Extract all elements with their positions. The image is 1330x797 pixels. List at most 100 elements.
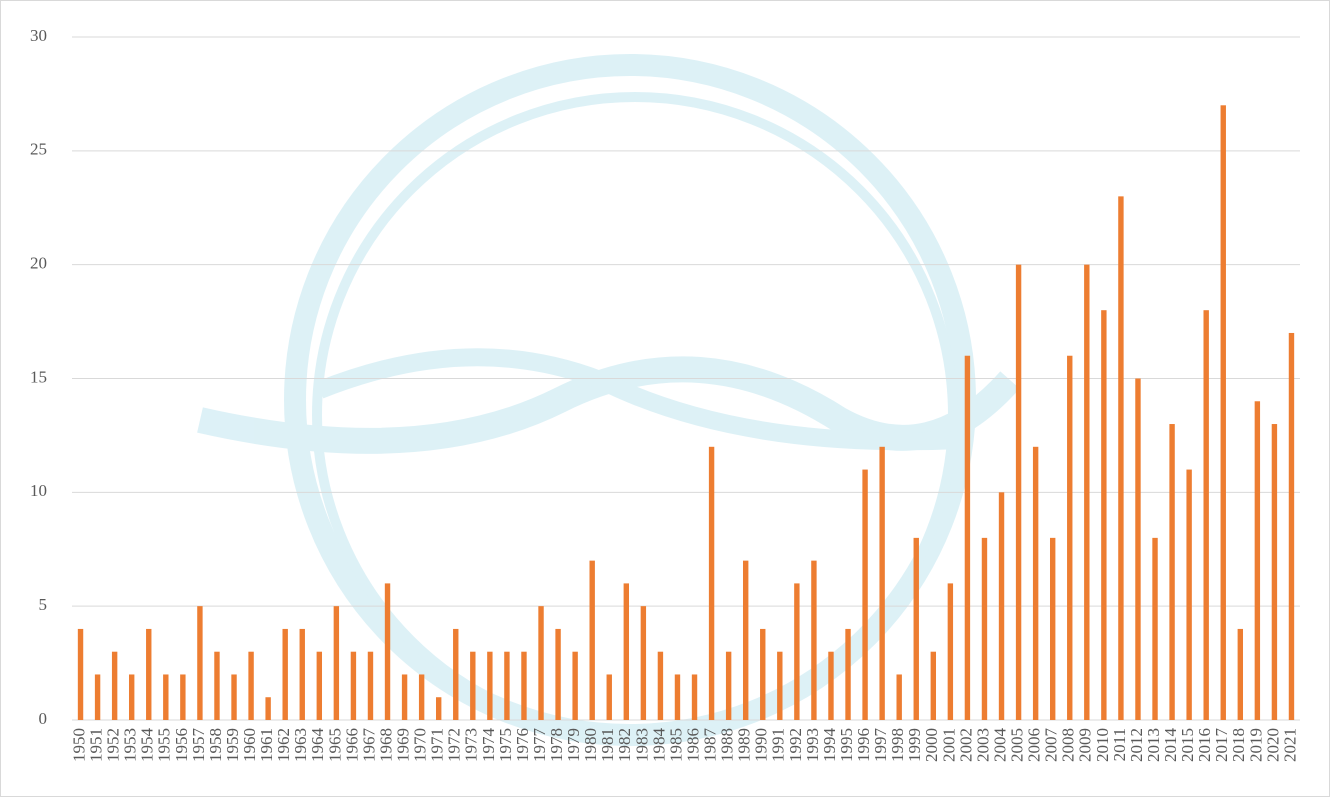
bar [930,651,937,720]
bar [1220,105,1226,721]
bar [708,446,715,720]
x-tick-label: 1962 [274,728,293,762]
bar [367,651,374,720]
bar [418,674,425,720]
x-tick-label: 2005 [1007,728,1026,762]
x-tick-label: 1985 [666,728,685,762]
x-tick-label: 1994 [820,728,839,763]
bar [197,606,203,720]
x-tick-label: 1965 [325,728,344,762]
x-tick-label: 2001 [939,728,958,762]
x-tick-label: 1976 [513,728,532,762]
bar [828,651,834,720]
x-tick-label: 1982 [615,728,634,762]
x-tick-label: 1957 [189,728,208,763]
bar [845,628,851,720]
bar [470,651,476,720]
bar [794,583,800,720]
y-tick-label: 20 [30,254,47,273]
x-tick-label: 1983 [632,728,651,762]
bar [128,674,135,720]
bar [1237,628,1244,720]
x-tick-label: 1974 [479,728,498,763]
x-tick-label: 1986 [683,728,702,762]
bar [77,628,84,720]
bar [572,651,578,720]
x-tick-label: 1967 [359,728,378,763]
bar [333,606,340,720]
y-tick-label: 30 [30,26,47,45]
bar [998,492,1005,720]
x-tick-label: 1964 [308,728,327,763]
x-tick-label: 2009 [1076,728,1095,762]
x-tick-label: 1950 [69,728,88,762]
bar [725,651,732,720]
x-tick-label: 1952 [104,728,123,762]
x-tick-label: 2012 [1127,728,1146,762]
x-tick-label: 1978 [547,728,566,762]
x-tick-label: 1971 [428,728,447,762]
bar [981,537,988,720]
bar [1084,264,1090,720]
bar [214,651,220,720]
bar [674,674,681,720]
bar [742,560,749,720]
bar [384,583,391,720]
bar [231,674,237,720]
bar [589,560,595,720]
x-tick-label: 1990 [752,728,771,762]
x-tick-label: 1996 [854,728,873,762]
x-tick-label: 2000 [922,728,941,762]
bar [435,697,442,720]
bar [1015,264,1022,720]
y-tick-label: 0 [39,709,48,728]
bar [350,651,357,720]
x-tick-label: 1972 [445,728,464,762]
bar [538,606,544,720]
bar [947,583,954,720]
bar [1203,310,1209,720]
bar [521,651,527,720]
x-tick-label: 1956 [172,728,191,762]
x-tick-label: 1958 [206,728,225,762]
bar [1186,469,1192,720]
bar [1152,537,1158,720]
y-tick-label: 5 [39,595,48,614]
bar [913,537,919,720]
bar [487,651,493,720]
y-tick-label: 15 [30,367,47,386]
x-tick-label: 1977 [530,728,549,763]
x-tick-label: 1992 [786,728,805,762]
x-tick-label: 1993 [803,728,822,762]
x-tick-label: 2006 [1025,728,1044,762]
bar [1169,424,1175,720]
bar [146,628,152,720]
x-tick-label: 2011 [1110,728,1129,761]
x-tick-label: 1954 [138,728,157,763]
bar [691,674,698,720]
bar [111,651,118,720]
x-tick-label: 1973 [462,728,481,762]
x-tick-label: 2007 [1042,728,1061,763]
x-tick-label: 1995 [837,728,856,762]
x-tick-label: 2016 [1195,728,1214,762]
x-tick-label: 2021 [1280,728,1299,762]
bar [1101,310,1107,720]
bar [1118,196,1124,720]
x-tick-label: 2014 [1161,728,1180,763]
x-tick-label: 1999 [905,728,924,762]
bar [640,606,647,720]
bar [180,674,186,720]
bar [504,651,510,720]
bar [299,628,305,720]
x-tick-label: 2010 [1093,728,1112,762]
bar [964,355,971,720]
x-tick-label: 1997 [871,728,890,763]
x-tick-label: 1953 [121,728,140,762]
bar [623,583,630,720]
bar [1049,537,1056,720]
x-tick-label: 1975 [496,728,515,762]
x-tick-label: 1979 [564,728,583,762]
